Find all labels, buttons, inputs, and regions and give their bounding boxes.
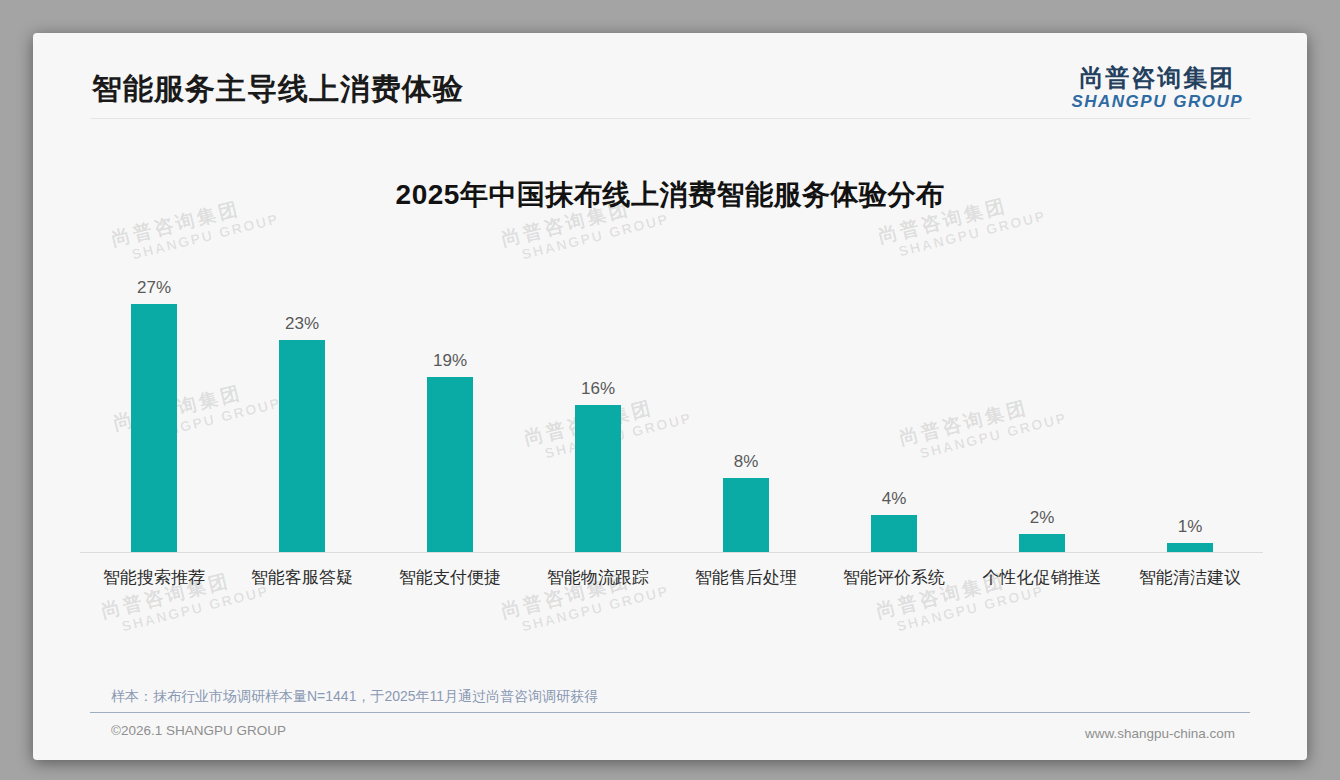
bar <box>427 377 473 552</box>
bar-value-label: 23% <box>285 314 319 334</box>
bar-value-label: 1% <box>1178 517 1203 537</box>
x-axis-line <box>80 552 1263 553</box>
sample-note: 样本：抹布行业市场调研样本量N=1441，于2025年11月通过尚普咨询调研获得 <box>111 688 598 706</box>
copyright-text: ©2026.1 SHANGPU GROUP <box>111 723 286 738</box>
logo-chinese-text: 尚普咨询集团 <box>1071 64 1243 92</box>
bar-slot: 4% <box>820 489 968 552</box>
header-divider <box>90 118 1250 119</box>
website-text: www.shangpu-china.com <box>1085 726 1235 741</box>
category-label: 智能客服答疑 <box>228 566 376 589</box>
bar <box>131 304 177 552</box>
bar <box>1019 534 1065 552</box>
category-label: 智能评价系统 <box>820 566 968 589</box>
bar-slot: 1% <box>1116 517 1264 552</box>
bar <box>871 515 917 552</box>
bar-slot: 23% <box>228 314 376 552</box>
watermark-english-text: SHANGPU GROUP <box>504 582 670 639</box>
category-label: 智能清洁建议 <box>1116 566 1264 589</box>
bar-value-label: 27% <box>137 278 171 298</box>
bar-value-label: 19% <box>433 351 467 371</box>
page-title: 智能服务主导线上消费体验 <box>92 69 464 110</box>
bar <box>575 405 621 552</box>
logo-english-text: SHANGPU GROUP <box>1071 92 1243 112</box>
footer-divider <box>90 712 1250 713</box>
bar-slot: 27% <box>80 278 228 552</box>
category-label: 智能支付便捷 <box>376 566 524 589</box>
category-label: 个性化促销推送 <box>968 566 1116 589</box>
bar <box>1167 543 1213 552</box>
bar-value-label: 4% <box>882 489 907 509</box>
bar-value-label: 8% <box>734 452 759 472</box>
bar-slot: 16% <box>524 379 672 552</box>
bar-slot: 8% <box>672 452 820 552</box>
category-axis: 智能搜索推荐智能客服答疑智能支付便捷智能物流跟踪智能售后处理智能评价系统个性化促… <box>80 566 1264 589</box>
watermark-english-text: SHANGPU GROUP <box>104 582 270 639</box>
category-label: 智能物流跟踪 <box>524 566 672 589</box>
slide-card: 智能服务主导线上消费体验 尚普咨询集团 SHANGPU GROUP 尚普咨询集团… <box>33 33 1307 760</box>
bar-slot: 2% <box>968 508 1116 552</box>
page: 智能服务主导线上消费体验 尚普咨询集团 SHANGPU GROUP 尚普咨询集团… <box>0 0 1340 780</box>
bar <box>723 478 769 552</box>
chart-title: 2025年中国抹布线上消费智能服务体验分布 <box>33 176 1307 214</box>
company-logo: 尚普咨询集团 SHANGPU GROUP <box>1071 64 1243 111</box>
bar-slot: 19% <box>376 351 524 552</box>
bar-value-label: 2% <box>1030 508 1055 528</box>
category-label: 智能售后处理 <box>672 566 820 589</box>
watermark-english-text: SHANGPU GROUP <box>879 582 1045 639</box>
bar <box>279 340 325 552</box>
bar-value-label: 16% <box>581 379 615 399</box>
bar-chart: 27% 23% 19% 16% 8% 4% 2% 1% <box>80 252 1264 552</box>
category-label: 智能搜索推荐 <box>80 566 228 589</box>
